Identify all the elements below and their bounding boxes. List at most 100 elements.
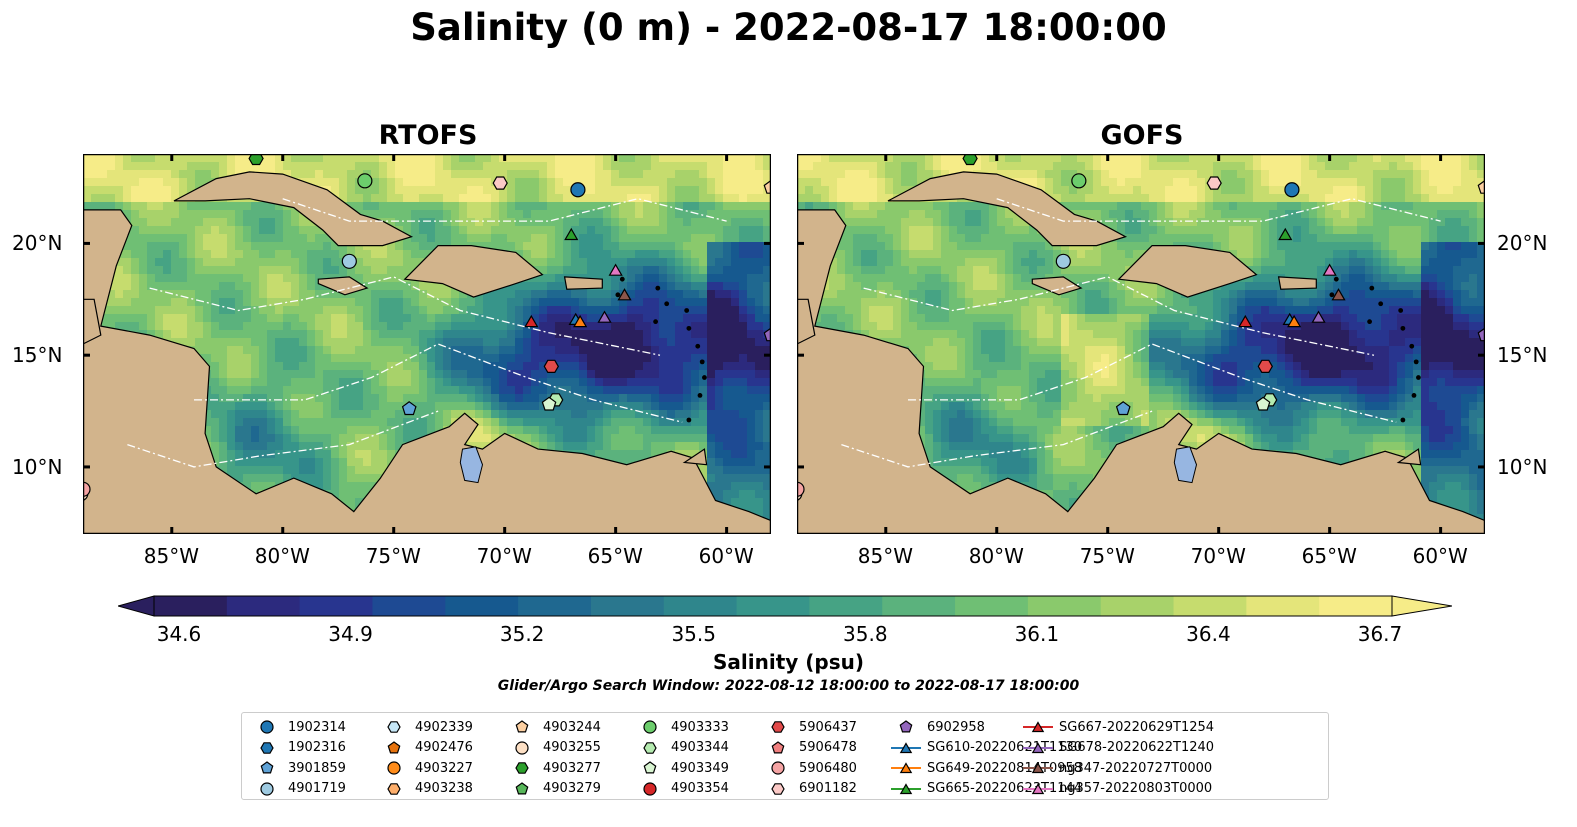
legend-label: 6902958: [927, 719, 985, 735]
legend-label: ng357-20220803T0000: [1059, 781, 1213, 797]
marker-4901719[interactable]: [1055, 253, 1071, 269]
marker-4903277[interactable]: [248, 154, 264, 166]
legend-marker-icon: [643, 741, 657, 754]
marker-5906437[interactable]: [543, 359, 559, 373]
colorbar-segment: [1246, 596, 1320, 616]
lat-tick-label-left: 15°N: [12, 343, 63, 368]
legend-label: 4902476: [415, 740, 473, 756]
legend-item: 4903227: [379, 758, 473, 779]
marker-4903277[interactable]: [962, 154, 978, 166]
legend-label: 1902314: [288, 719, 346, 735]
salinity-map[interactable]: [83, 154, 771, 534]
colorbar-segment: [590, 596, 665, 616]
marker-SG665-20220623T1144[interactable]: [564, 227, 579, 241]
colorbar-segment: [372, 596, 446, 616]
legend-item: 4903279: [507, 779, 601, 800]
marker-ng357-20220803T0000[interactable]: [1322, 263, 1337, 276]
lon-tick-label: 60°W: [698, 544, 754, 568]
salinity-map[interactable]: [797, 154, 1485, 534]
marker-ng357-20220803T0000[interactable]: [608, 263, 623, 276]
marker-ng347-20220727T0000[interactable]: [1331, 288, 1346, 301]
legend-label: 4903255: [543, 740, 601, 756]
legend-label: 4903349: [671, 760, 729, 776]
marker-SG649-20220814T0958[interactable]: [573, 314, 588, 328]
tick-marks: [83, 154, 771, 534]
legend-label: 4902339: [415, 719, 473, 735]
marker-4903244[interactable]: [1477, 179, 1485, 194]
legend-label: 4903279: [543, 781, 601, 797]
legend-marker-icon: [260, 720, 274, 734]
marker-4901719[interactable]: [341, 253, 357, 269]
legend-marker-icon: [515, 762, 529, 775]
marker-SG665-20220623T1144[interactable]: [1278, 227, 1293, 241]
marker-6901182[interactable]: [492, 176, 508, 190]
marker-6902958[interactable]: [763, 327, 771, 342]
marker-4903349[interactable]: [541, 396, 557, 411]
marker-6901182[interactable]: [1206, 176, 1222, 190]
marker-SG678-20220622T1240[interactable]: [1311, 310, 1326, 323]
legend-label: 1902316: [288, 740, 346, 756]
marker-3901859[interactable]: [401, 401, 417, 416]
legend-item: 4902339: [379, 717, 473, 738]
colorbar-tick-label: 34.6: [156, 622, 202, 646]
marker-4903333[interactable]: [1071, 173, 1087, 189]
colorbar-segment: [809, 596, 883, 616]
lat-tick-label-right: 15°N: [1497, 343, 1548, 368]
colorbar-segment: [299, 596, 373, 616]
map-frame: [797, 154, 1485, 534]
colorbar-tick-label: 36.4: [1186, 622, 1231, 646]
lat-tick-label-left: 10°N: [12, 454, 63, 479]
lat-tick-label-right: 10°N: [1497, 454, 1548, 479]
marker-4903349[interactable]: [1255, 396, 1271, 411]
legend-label: 4903227: [415, 760, 473, 776]
salinity-colorbar: [118, 595, 1452, 617]
float-markers: [797, 154, 1485, 502]
marker-5906437[interactable]: [1257, 359, 1273, 373]
legend-item: 4903344: [635, 738, 729, 759]
legend-marker-icon: [387, 782, 401, 795]
colorbar-segment: [226, 596, 301, 616]
legend-column: 5906437 5906478 5906480 6901182: [763, 717, 857, 799]
legend-item: 1902316: [252, 738, 346, 759]
legend-item: ng347-20220727T0000: [1023, 758, 1214, 779]
marker-SG667-20220629T1254[interactable]: [524, 314, 539, 328]
marker-SG667-20220629T1254[interactable]: [1238, 314, 1253, 328]
legend-marker-icon: [771, 761, 785, 775]
marker-1902314[interactable]: [1284, 182, 1300, 198]
colorbar-segment: [955, 596, 1029, 616]
colorbar-segment: [1100, 596, 1175, 616]
colorbar-tick-label: 35.8: [843, 622, 888, 646]
legend-label: 6901182: [799, 781, 857, 797]
legend-marker-icon: [1023, 742, 1053, 753]
legend-column: 4903244 4903255 4903277 4903279: [507, 717, 601, 799]
colorbar-segment: [663, 596, 738, 616]
map-panel-gofs: GOFS: [797, 118, 1487, 534]
marker-3901859[interactable]: [1115, 401, 1131, 416]
marker-6902958[interactable]: [1477, 327, 1485, 342]
marker-ng347-20220727T0000[interactable]: [617, 288, 632, 301]
marker-5906480[interactable]: [83, 481, 91, 497]
marker-1902314[interactable]: [570, 182, 586, 198]
marker-5906480[interactable]: [797, 481, 805, 497]
legend-marker-icon: [387, 721, 401, 734]
marker-SG678-20220622T1240[interactable]: [597, 310, 612, 323]
legend-label: 4903238: [415, 781, 473, 797]
legend-marker-icon: [515, 741, 529, 755]
marker-4903244[interactable]: [763, 179, 771, 194]
marker-SG649-20220814T0958[interactable]: [1287, 314, 1302, 328]
colorbar-under-arrow: [118, 595, 155, 617]
legend-marker-icon: [891, 742, 921, 753]
legend-marker-icon: [1023, 783, 1053, 794]
legend-item: 4903354: [635, 779, 729, 800]
colorbar-segment: [1319, 596, 1393, 616]
legend-item: 5906480: [763, 758, 857, 779]
lon-tick-label: 85°W: [857, 544, 913, 568]
colorbar-segment: [445, 596, 519, 616]
legend-item: 4903238: [379, 779, 473, 800]
legend-marker-icon: [891, 762, 921, 774]
marker-4903333[interactable]: [357, 173, 373, 189]
legend: 1902314 1902316 3901859 4901719 4902339 49024…: [241, 712, 1329, 800]
map-frame: [83, 154, 771, 534]
colorbar-segment: [882, 596, 956, 616]
legend-item: 5906437: [763, 717, 857, 738]
